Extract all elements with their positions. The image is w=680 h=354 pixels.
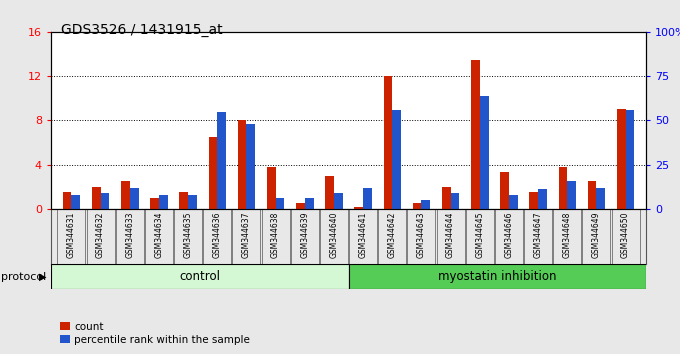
Bar	[92, 187, 101, 209]
Text: GSM344632: GSM344632	[96, 212, 105, 258]
FancyBboxPatch shape	[437, 209, 464, 264]
Bar	[305, 198, 313, 209]
Bar	[451, 193, 459, 209]
Text: protocol: protocol	[1, 272, 47, 282]
Bar	[392, 110, 401, 209]
Bar	[296, 203, 305, 209]
Bar	[422, 200, 430, 209]
Bar	[617, 109, 626, 209]
Bar	[188, 195, 197, 209]
Bar	[354, 207, 363, 209]
FancyBboxPatch shape	[524, 209, 552, 264]
Bar	[567, 181, 576, 209]
Bar	[267, 167, 275, 209]
FancyBboxPatch shape	[57, 209, 86, 264]
Text: GSM344641: GSM344641	[358, 212, 368, 258]
Text: GSM344650: GSM344650	[621, 212, 630, 258]
Bar	[413, 203, 422, 209]
Bar	[101, 193, 109, 209]
Text: myostatin inhibition: myostatin inhibition	[438, 270, 556, 282]
Text: GSM344640: GSM344640	[329, 212, 339, 258]
Legend: count, percentile rank within the sample: count, percentile rank within the sample	[56, 317, 254, 349]
Text: GSM344647: GSM344647	[534, 212, 543, 258]
FancyBboxPatch shape	[378, 209, 406, 264]
FancyBboxPatch shape	[145, 209, 173, 264]
Bar	[150, 198, 159, 209]
Text: GSM344648: GSM344648	[563, 212, 572, 258]
Bar	[529, 192, 538, 209]
Bar	[130, 188, 139, 209]
Text: GSM344636: GSM344636	[213, 212, 222, 258]
FancyBboxPatch shape	[582, 209, 611, 264]
FancyBboxPatch shape	[233, 209, 260, 264]
Bar	[238, 120, 246, 209]
FancyBboxPatch shape	[611, 209, 640, 264]
Text: GSM344644: GSM344644	[446, 212, 455, 258]
Text: GSM344633: GSM344633	[125, 212, 134, 258]
FancyBboxPatch shape	[116, 209, 143, 264]
FancyBboxPatch shape	[291, 209, 319, 264]
Bar	[471, 59, 480, 209]
Text: GSM344645: GSM344645	[475, 212, 484, 258]
FancyBboxPatch shape	[51, 264, 349, 289]
FancyBboxPatch shape	[466, 209, 494, 264]
Text: GSM344634: GSM344634	[154, 212, 163, 258]
Text: GSM344643: GSM344643	[417, 212, 426, 258]
Text: GSM344639: GSM344639	[301, 212, 309, 258]
Bar	[325, 176, 334, 209]
Bar	[63, 192, 71, 209]
FancyBboxPatch shape	[554, 209, 581, 264]
Text: GSM344637: GSM344637	[242, 212, 251, 258]
Text: GSM344638: GSM344638	[271, 212, 280, 258]
Bar	[334, 193, 343, 209]
FancyBboxPatch shape	[320, 209, 348, 264]
Bar	[363, 188, 372, 209]
FancyBboxPatch shape	[407, 209, 435, 264]
Bar	[159, 195, 168, 209]
FancyBboxPatch shape	[86, 209, 115, 264]
Bar	[558, 167, 567, 209]
Bar	[384, 76, 392, 209]
Bar	[509, 195, 517, 209]
Bar	[121, 181, 130, 209]
FancyBboxPatch shape	[174, 209, 202, 264]
Text: GSM344631: GSM344631	[67, 212, 76, 258]
Bar	[442, 187, 451, 209]
Bar	[209, 137, 217, 209]
Bar	[275, 198, 284, 209]
Text: GSM344646: GSM344646	[505, 212, 513, 258]
Bar	[246, 124, 255, 209]
Text: GDS3526 / 1431915_at: GDS3526 / 1431915_at	[61, 23, 223, 37]
Text: control: control	[180, 270, 220, 282]
Bar	[480, 96, 488, 209]
Bar	[538, 189, 547, 209]
Bar	[588, 181, 596, 209]
Text: GSM344635: GSM344635	[184, 212, 192, 258]
Bar	[217, 112, 226, 209]
Bar	[180, 192, 188, 209]
Bar	[71, 195, 80, 209]
Bar	[596, 188, 605, 209]
FancyBboxPatch shape	[495, 209, 523, 264]
FancyBboxPatch shape	[203, 209, 231, 264]
Text: GSM344649: GSM344649	[592, 212, 601, 258]
FancyBboxPatch shape	[349, 264, 646, 289]
Text: GSM344642: GSM344642	[388, 212, 396, 258]
Text: ▶: ▶	[39, 272, 47, 282]
FancyBboxPatch shape	[262, 209, 290, 264]
Bar	[500, 172, 509, 209]
FancyBboxPatch shape	[349, 209, 377, 264]
Bar	[626, 110, 634, 209]
